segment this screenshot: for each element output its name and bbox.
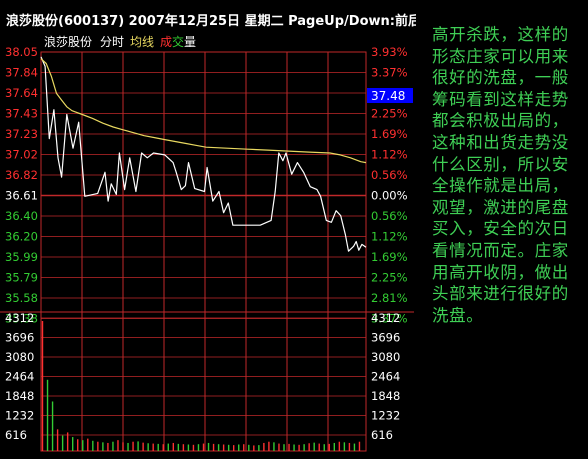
volume-tick-label: 616 xyxy=(5,428,27,442)
price-axis-left: 38.05 37.84 37.64 37.43 37.23 37.02 36.82 36.61… xyxy=(5,45,38,326)
percent-tick-label: 2.81% xyxy=(371,291,408,305)
price-tick-label: 36.82 xyxy=(5,168,38,182)
legend-vol-char-3: 量 xyxy=(184,35,196,49)
percent-tick-label: 3.93% xyxy=(371,45,408,59)
price-tick-label: 38.05 xyxy=(5,45,38,59)
legend-vol-char-1: 成 xyxy=(160,35,172,49)
percent-tick-label: 3.37% xyxy=(371,66,408,80)
average-price-line xyxy=(40,58,367,164)
volume-tick-label-right: 3080 xyxy=(371,350,400,364)
volume-bars xyxy=(41,321,361,451)
legend-stock-name: 浪莎股份 xyxy=(44,34,92,49)
legend-vol-char-2: 交 xyxy=(172,34,184,49)
volume-tick-label: 1232 xyxy=(5,409,34,423)
percent-tick-label: 1.69% xyxy=(371,127,408,141)
price-tick-label: 36.61 xyxy=(5,189,38,203)
volume-axis-left: 4312 3696 3080 2464 1848 1232 616 xyxy=(5,311,34,442)
window-title: 浪莎股份(600137) 2007年12月25日 星期二 PageUp/Down… xyxy=(6,14,416,29)
volume-tick-label-right: 616 xyxy=(371,428,393,442)
chart-grid xyxy=(0,51,414,452)
price-lines xyxy=(40,56,367,252)
legend-avg-label: 均线 xyxy=(130,35,154,49)
price-tick-label: 37.23 xyxy=(5,127,38,141)
volume-tick-label: 1848 xyxy=(5,389,34,403)
price-tick-label: 35.99 xyxy=(5,250,38,264)
price-tick-label: 37.84 xyxy=(5,66,38,80)
price-line xyxy=(40,56,367,252)
volume-tick-label: 3696 xyxy=(5,331,34,345)
volume-tick-label-right: 2464 xyxy=(371,370,400,384)
price-tick-label: 37.43 xyxy=(5,107,38,121)
current-price-value: 37.48 xyxy=(371,89,405,103)
percent-tick-label: 2.25% xyxy=(371,271,408,285)
volume-tick-label-right: 1232 xyxy=(371,409,400,423)
percent-tick-label: 0.56% xyxy=(371,209,408,223)
percent-tick-label: 3.37% xyxy=(371,312,408,326)
percent-tick-label: 1.69% xyxy=(371,250,408,264)
volume-tick-label: 4312 xyxy=(5,311,34,325)
percent-tick-label: 0.00% xyxy=(371,189,408,203)
volume-axis-right: 4312 3696 3080 2464 1848 1232 616 xyxy=(371,311,400,442)
volume-tick-label-right: 1848 xyxy=(371,389,400,403)
percent-tick-label: 0.56% xyxy=(371,168,408,182)
current-price-box xyxy=(367,88,413,103)
price-tick-label: 35.58 xyxy=(5,291,38,305)
percent-tick-label: 2.25% xyxy=(371,107,408,121)
volume-tick-label: 3080 xyxy=(5,350,34,364)
price-tick-label: 37.02 xyxy=(5,148,38,162)
price-tick-label: 36.40 xyxy=(5,209,38,223)
price-tick-label: 35.38 xyxy=(5,312,38,326)
percent-tick-label: 1.12% xyxy=(371,230,408,244)
volume-tick-label-right: 3696 xyxy=(371,331,400,345)
volume-tick-label-right: 4312 xyxy=(371,311,400,325)
volume-tick-label: 2464 xyxy=(5,370,34,384)
percent-tick-label: 1.12% xyxy=(371,148,408,162)
legend-mode[interactable]: 分时 xyxy=(100,35,124,49)
price-tick-label: 37.64 xyxy=(5,86,38,100)
price-tick-label: 35.79 xyxy=(5,271,38,285)
price-tick-label: 36.20 xyxy=(5,230,38,244)
commentary-text: 高开杀跌，这样的形态庄家可以用来很好的洗盘，一般筹码看到这样走势都会积极出局的，… xyxy=(432,25,569,325)
